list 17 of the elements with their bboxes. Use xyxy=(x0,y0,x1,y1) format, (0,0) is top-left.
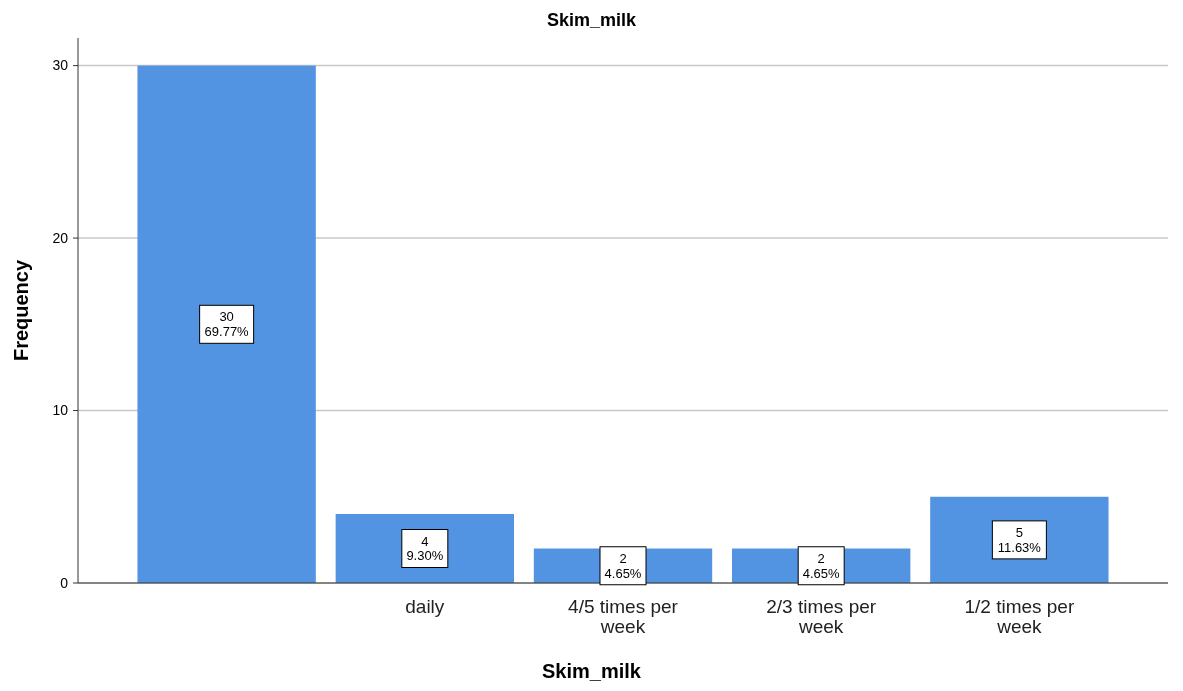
y-tick-label: 30 xyxy=(52,57,69,74)
data-label: 2 4.65% xyxy=(802,550,841,581)
data-label: 4 9.30% xyxy=(406,533,444,564)
data-label: 5 11.63% xyxy=(997,524,1042,555)
y-tick-label: 20 xyxy=(52,229,69,246)
x-tick-label: 1/2 times per week xyxy=(964,596,1075,637)
bar xyxy=(137,65,316,583)
x-tick-label: 2/3 times per week xyxy=(766,596,877,637)
x-axis-title: Skim_milk xyxy=(542,660,642,682)
y-axis-title: Frequency xyxy=(10,259,32,362)
y-tick-label: 10 xyxy=(52,402,69,419)
data-label: 30 69.77% xyxy=(204,309,250,340)
y-tick-label: 0 xyxy=(60,574,69,591)
x-tick-label: 4/5 times per week xyxy=(568,596,679,637)
data-label: 2 4.65% xyxy=(604,550,642,581)
chart-title: Skim_milk xyxy=(546,10,638,30)
x-tick-label: daily xyxy=(405,596,445,617)
